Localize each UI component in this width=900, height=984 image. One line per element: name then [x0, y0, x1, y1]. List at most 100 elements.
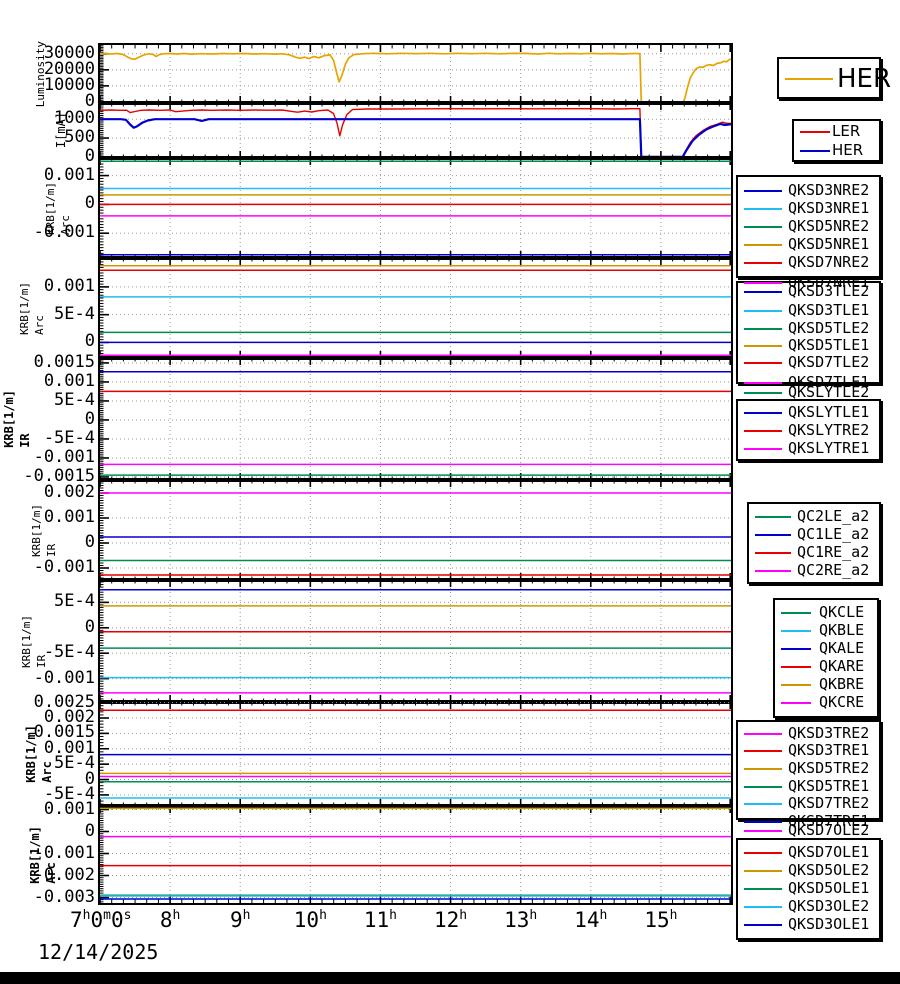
- y-tick-label: -0.001: [33, 222, 95, 243]
- plot-panel-krb-arc-nre: [98, 156, 733, 260]
- y-tick-label: 0: [84, 90, 95, 111]
- plot-panel-krb-arc-tre: [98, 700, 733, 808]
- plot-svg-krb-ir-qk: [100, 580, 731, 702]
- y-tick-label: 0.0015: [33, 722, 95, 743]
- legend-entry-label: QKSD5NRE1: [788, 235, 870, 253]
- legend-entry-label: QKSD5TLE1: [788, 336, 870, 354]
- legend-swatch-line: [781, 702, 811, 704]
- plot-panel-luminosity: [98, 43, 733, 105]
- legend-swatch-line: [744, 291, 782, 293]
- y-axis-label-text: Arc: [44, 861, 58, 884]
- y-tick-label: 0.001: [43, 164, 95, 185]
- legend-swatch-line: [744, 821, 782, 823]
- y-tick-label: 20000: [43, 58, 95, 79]
- y-tick-label: -5E-4: [43, 642, 95, 663]
- y-tick-label: 5E-4: [54, 389, 95, 410]
- y-axis-label-krb-arc-nre: KRB[1/m] Arc: [44, 158, 72, 258]
- y-tick-label: 0: [84, 331, 95, 352]
- legend-swatch-line: [744, 924, 782, 926]
- y-tick-label: 0: [84, 145, 95, 166]
- x-tick-label: 7h0m0s: [70, 908, 132, 932]
- legend-entry-label: QKSD3TLE2: [788, 282, 870, 300]
- legend-entry-label: QKSD3TRE2: [788, 724, 870, 742]
- x-tick-label: 11h: [363, 908, 397, 932]
- legend-entry-label: QKSD7OLE1: [788, 843, 870, 861]
- plot-svg-luminosity: [100, 45, 731, 103]
- y-tick-label: 5E-4: [54, 303, 95, 324]
- legend-swatch-line: [744, 244, 782, 246]
- plot-panel-krb-ir-qc: [98, 478, 733, 582]
- legend-entry-label: QKARE: [819, 657, 865, 675]
- y-axis-label-text: KRB[1/m]: [24, 725, 38, 783]
- legend-swatch-line: [744, 803, 782, 805]
- legend-entry-label: LER: [832, 122, 861, 140]
- plot-svg-krb-arc-tle: [100, 258, 731, 358]
- legend-swatch-line: [800, 150, 830, 152]
- y-tick-label: 10000: [43, 74, 95, 95]
- legend-swatch-line: [744, 733, 782, 735]
- y-axis-label-text: KRB[1/m]: [44, 181, 57, 235]
- y-tick-label: 5E-4: [54, 591, 95, 612]
- legend-swatch-line: [744, 906, 782, 908]
- legend-swatch-line: [744, 430, 782, 432]
- x-tick-label: 10h: [293, 908, 327, 932]
- legend-entry-label: QKSD7NRE2: [788, 253, 870, 271]
- legend-entry-label: QC2RE_a2: [797, 561, 870, 579]
- y-tick-label: 0: [84, 616, 95, 637]
- y-axis-label-krb-arc-ole: KRB[1/m] Arc: [28, 806, 58, 903]
- y-tick-label: 0.001: [43, 507, 95, 527]
- y-axis-label-text: Arc: [40, 761, 54, 783]
- y-axis-label-text: I[mA]: [54, 112, 68, 149]
- legend-swatch-line: [785, 78, 833, 80]
- y-axis-label-text: IR: [45, 543, 58, 557]
- legend-entry-label: QKSD7TLE1: [788, 373, 870, 391]
- legend-entry-label: QKSLYTRE2: [788, 421, 870, 439]
- date-label: 12/14/2025: [38, 940, 159, 964]
- y-tick-label: 0.001: [43, 370, 95, 391]
- legend-entry-label: QKSD7TRE2: [788, 794, 870, 812]
- plot-svg-krb-arc-ole: [100, 806, 731, 903]
- y-tick-label: -0.0015: [23, 465, 95, 486]
- legend-swatch-line: [781, 648, 811, 650]
- y-axis-label-text: KRB[1/m]: [28, 825, 42, 884]
- legend-entry-label: QKCRE: [819, 693, 865, 711]
- plot-panel-krb-ir-qksly: [98, 356, 733, 482]
- legend-swatch-line: [755, 552, 791, 554]
- y-axis-label-text: KRB[1/m]: [20, 614, 33, 668]
- y-tick-label: 0.0015: [33, 351, 95, 372]
- legend-box-3: [736, 281, 881, 384]
- x-tick-label: 9h: [229, 908, 251, 932]
- x-tick-label: 13h: [504, 908, 538, 932]
- legend-swatch-line: [781, 684, 811, 686]
- y-tick-label: -0.001: [33, 446, 95, 467]
- legend-entry-label: QKSLYTRE1: [788, 439, 870, 457]
- legend-entry-label: QKSD3OLE2: [788, 897, 870, 915]
- legend-box-1: [792, 119, 881, 162]
- plot-svg-beam-current: [100, 103, 731, 158]
- legend-swatch-line: [744, 226, 782, 228]
- legend-entry-label: HER: [832, 141, 864, 159]
- y-tick-label: 0: [84, 820, 95, 841]
- x-tick-label: 14h: [574, 908, 608, 932]
- legend-entry-label: QKSLYTLE1: [788, 403, 870, 421]
- y-tick-label: 0: [84, 408, 95, 429]
- y-tick-label: -0.001: [33, 557, 95, 577]
- y-tick-label: 0: [84, 532, 95, 552]
- legend-swatch-line: [744, 208, 782, 210]
- y-tick-label: 5E-4: [54, 753, 95, 774]
- y-tick-label: -0.001: [33, 842, 95, 863]
- legend-swatch-line: [744, 888, 782, 890]
- y-axis-label-luminosity: Luminosity: [34, 41, 47, 107]
- y-axis-label-krb-ir-qk: KRB[1/m] IR: [20, 580, 48, 702]
- legend-entry-label: QC1LE_a2: [797, 525, 870, 543]
- legend-swatch-line: [744, 362, 782, 364]
- legend-swatch-line: [744, 310, 782, 312]
- legend-entry-label: QKSD7TLE2: [788, 353, 870, 371]
- y-tick-label: 0: [84, 193, 95, 214]
- y-axis-label-text: Luminosity: [34, 40, 47, 108]
- legend-entry-label: QKSD5TLE2: [788, 319, 870, 337]
- legend-entry-label: QKSD3NRE2: [788, 181, 870, 199]
- legend-swatch-line: [781, 612, 811, 614]
- y-tick-label: 0.002: [43, 482, 95, 502]
- legend-entry-label: QKSD7OLE2: [788, 821, 870, 839]
